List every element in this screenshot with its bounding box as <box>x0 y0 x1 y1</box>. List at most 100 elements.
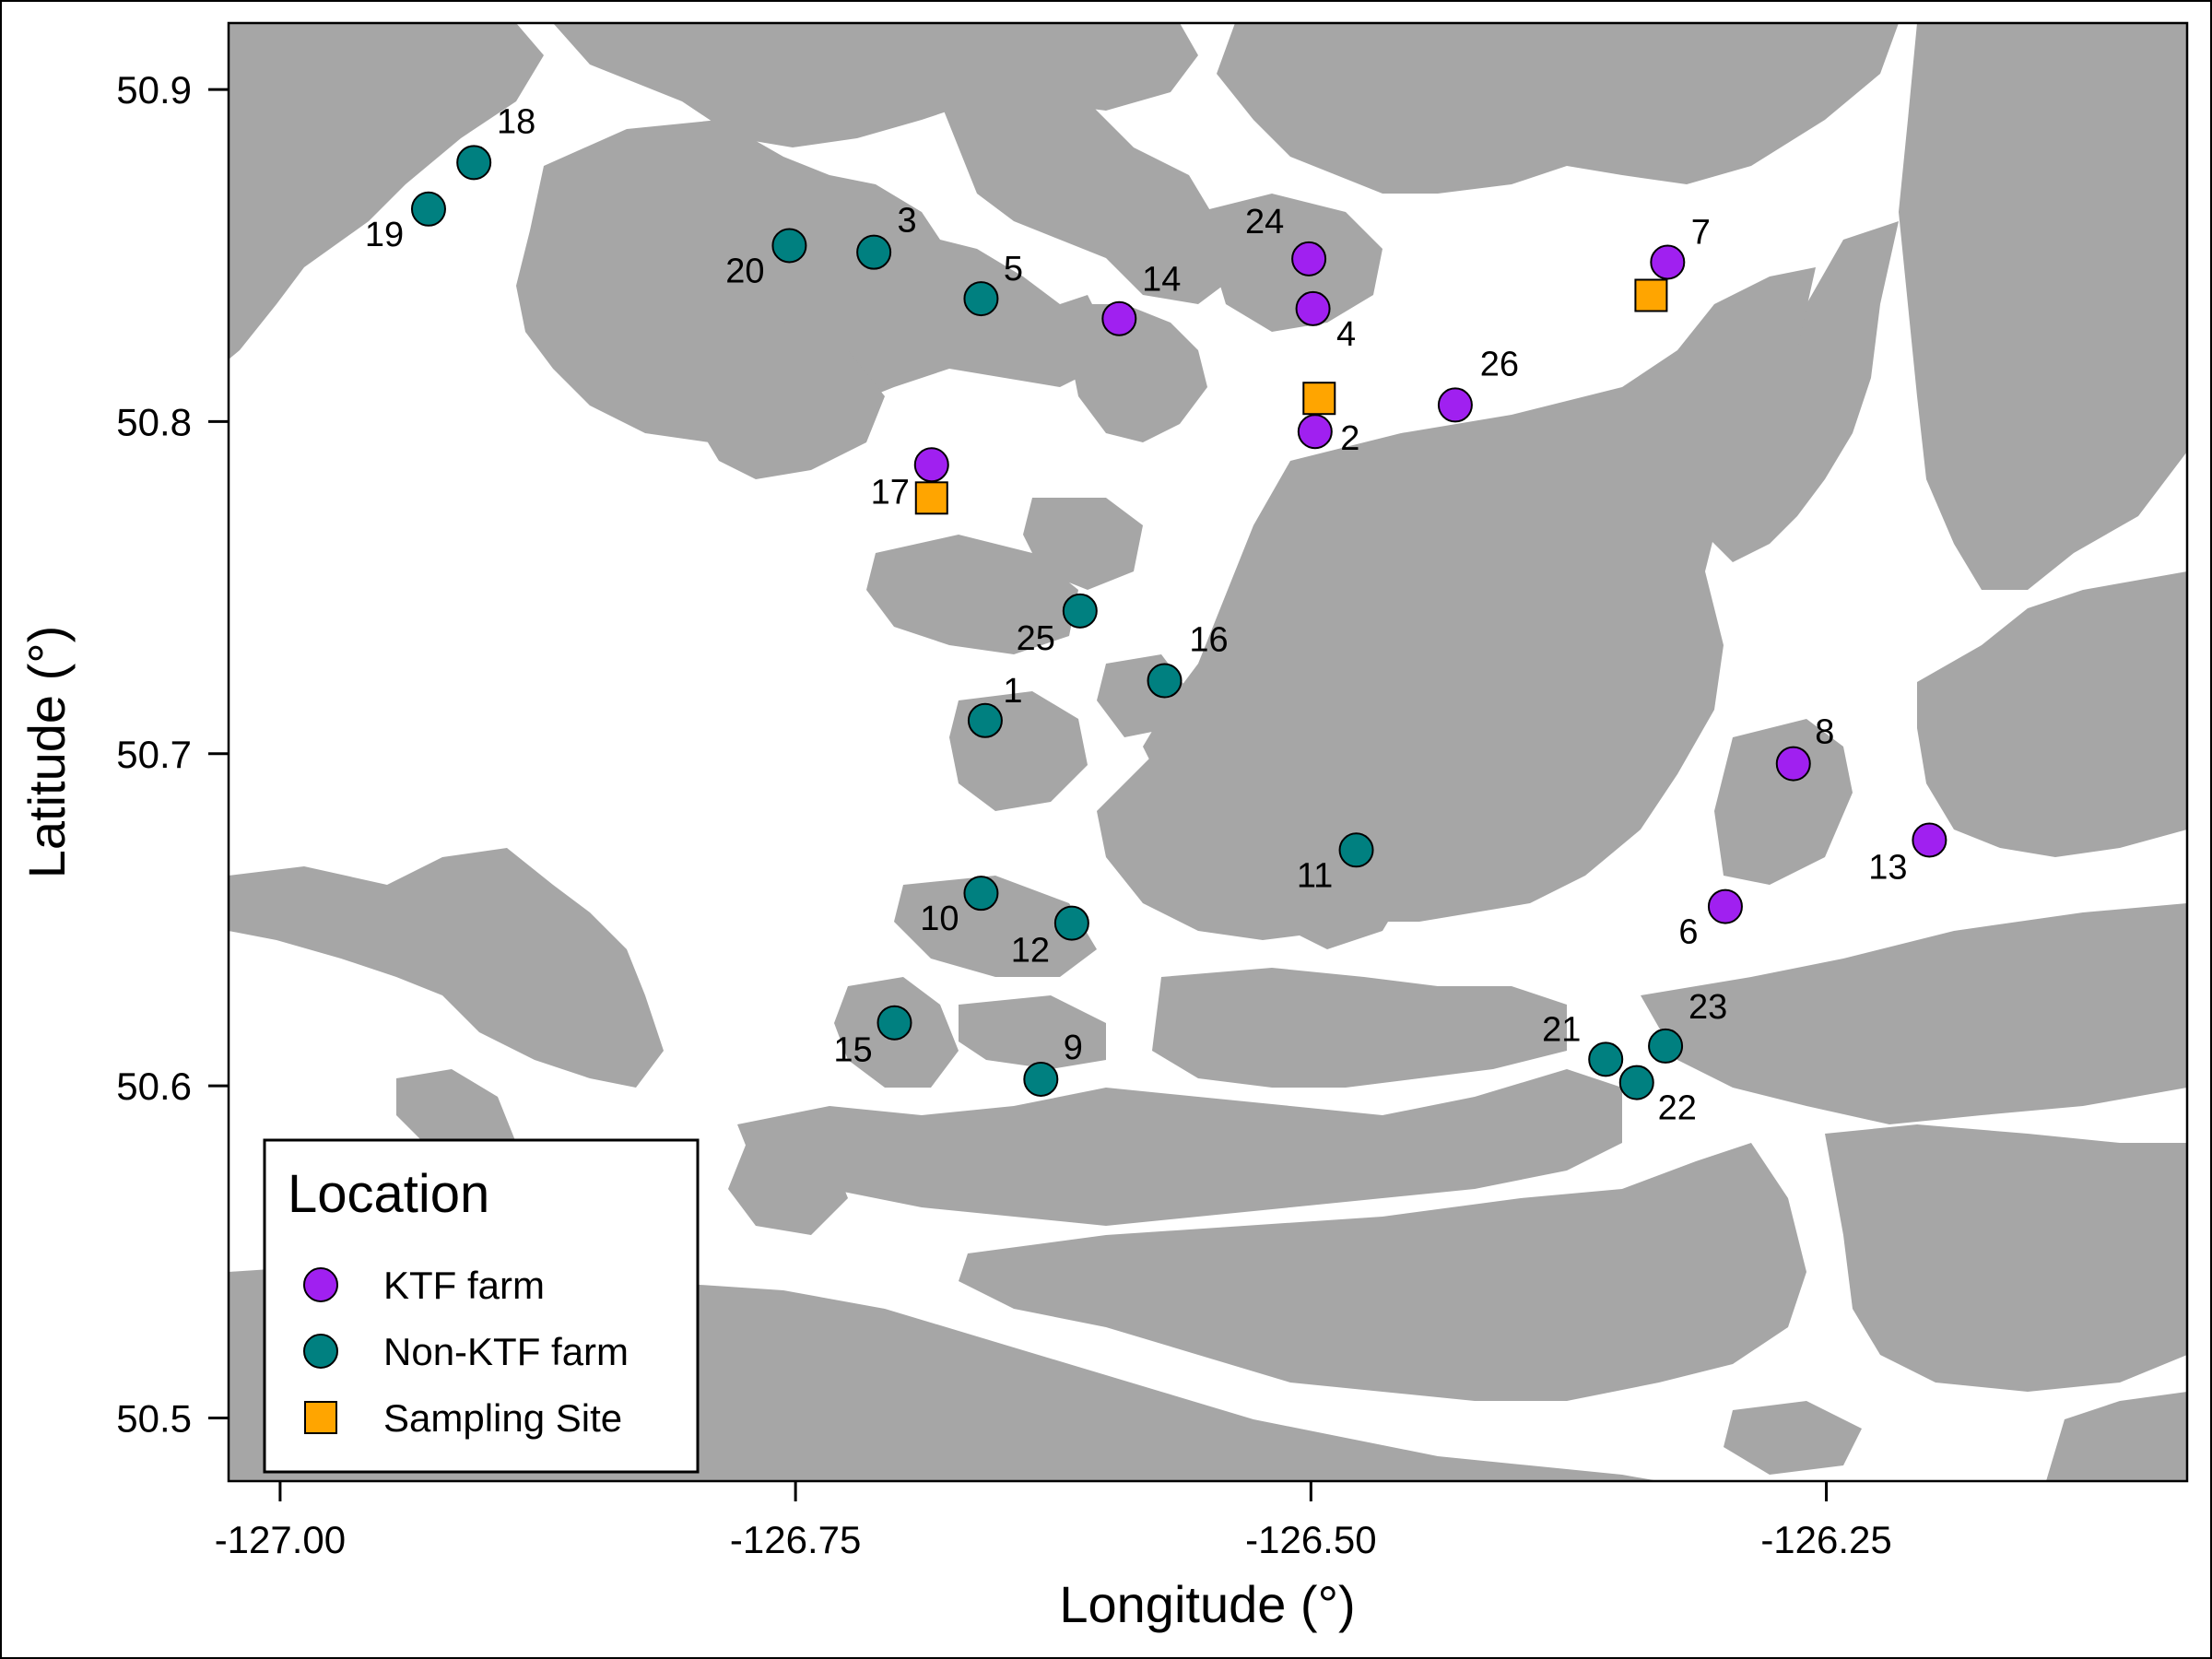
y-axis-title: Latitude (°) <box>18 626 76 879</box>
land-east-mid <box>1714 719 1853 885</box>
land-island-mid-6 <box>1263 811 1410 949</box>
land-west-lower <box>229 848 664 1088</box>
land-south-band-2 <box>959 1143 1806 1401</box>
site-label: 7 <box>1691 213 1711 252</box>
land-island-mid-1 <box>866 535 1078 654</box>
site-labels: 1359101112151618192021222325246781314172… <box>365 102 1908 1127</box>
site-label: 8 <box>1815 713 1834 752</box>
site-label: 14 <box>1142 261 1181 300</box>
site-label: 13 <box>1868 848 1907 887</box>
non-ktf-farm-marker <box>877 1005 912 1041</box>
land-island-mid-5 <box>894 876 1097 977</box>
y-tick-label: 50.8 <box>116 400 192 443</box>
sampling-site-marker <box>914 481 948 515</box>
ktf-farm-marker <box>1295 290 1331 326</box>
non-ktf-farm-marker <box>1618 1065 1654 1100</box>
site-label: 24 <box>1245 203 1284 241</box>
legend: Location KTF farm Non-KTF farm Sampling … <box>263 1138 700 1474</box>
site-label: 9 <box>1064 1029 1083 1067</box>
legend-non-ktf-marker <box>303 1334 338 1369</box>
site-label: 4 <box>1336 315 1356 354</box>
land-southeast-2 <box>1825 1124 2187 1392</box>
non-ktf-farm-marker <box>456 145 492 181</box>
site-label: 3 <box>898 202 917 241</box>
land-island-north-4 <box>1060 304 1207 442</box>
x-tick-label: -126.50 <box>1245 1518 1376 1561</box>
land-northwest-coast <box>229 23 544 359</box>
site-label: 18 <box>497 102 535 141</box>
land-north-top-2 <box>1217 23 1899 194</box>
non-ktf-farm-marker <box>1147 663 1182 699</box>
legend-ktf-label: KTF farm <box>383 1264 545 1307</box>
site-label: 1 <box>1003 672 1022 711</box>
site-label: 22 <box>1658 1089 1697 1128</box>
non-ktf-farm-marker <box>1338 832 1374 868</box>
ktf-farm-marker <box>1101 300 1137 336</box>
site-label: 11 <box>1297 856 1333 895</box>
x-tick-label: -127.00 <box>215 1518 346 1561</box>
ktf-farm-marker <box>1707 888 1743 924</box>
land-east-peninsula <box>1705 221 1899 562</box>
site-label: 15 <box>833 1031 872 1070</box>
ktf-farm-marker <box>1775 746 1811 782</box>
legend-sampling-label: Sampling Site <box>383 1396 622 1440</box>
ktf-farm-marker <box>1291 241 1327 276</box>
land-central-mainland <box>1143 267 1816 922</box>
site-label: 10 <box>920 900 959 938</box>
non-ktf-farm-marker <box>963 281 999 317</box>
site-label: 5 <box>1004 250 1023 288</box>
legend-non-ktf-label: Non-KTF farm <box>383 1330 629 1373</box>
non-ktf-farm-marker <box>410 191 446 227</box>
non-ktf-farm-marker <box>771 228 807 264</box>
site-label: 17 <box>871 473 910 512</box>
land-northeast <box>1899 23 2187 590</box>
non-ktf-farm-marker <box>856 234 892 270</box>
ktf-farm-marker <box>1297 414 1333 450</box>
land-north-top <box>553 23 1198 147</box>
site-label: 2 <box>1340 419 1359 458</box>
sampling-site-marker <box>1634 278 1668 312</box>
site-label: 21 <box>1542 1010 1581 1049</box>
sampling-site-marker <box>1302 382 1336 416</box>
site-markers <box>410 145 1947 1100</box>
plot-border <box>227 21 2189 1483</box>
site-label: 19 <box>365 216 404 254</box>
legend-sampling-marker <box>304 1401 337 1434</box>
x-tick-label: -126.75 <box>730 1518 861 1561</box>
y-axis: 50.5 50.6 50.7 50.8 50.9 <box>116 68 229 1441</box>
land-south-small-2 <box>1724 1401 1862 1475</box>
land-south-east-corner <box>2046 1392 2187 1481</box>
site-label: 26 <box>1480 345 1519 383</box>
ktf-farm-marker <box>1912 822 1947 858</box>
landmass-layer <box>229 23 2187 1481</box>
land-south-island-3 <box>1152 968 1567 1088</box>
land-south-band-1 <box>737 1069 1622 1226</box>
land-island-north-3 <box>940 83 1235 304</box>
non-ktf-farm-marker <box>1053 905 1089 941</box>
x-axis: -127.00 -126.75 -126.50 -126.25 <box>215 1481 1892 1561</box>
land-island-north-2 <box>691 323 885 479</box>
ktf-farm-marker <box>913 447 949 483</box>
ktf-farm-marker <box>1650 244 1686 280</box>
ktf-farm-marker <box>1437 387 1473 423</box>
site-label: 23 <box>1688 988 1727 1027</box>
site-label: 6 <box>1678 913 1698 952</box>
non-ktf-farm-marker <box>1062 593 1098 629</box>
site-label: 12 <box>1011 932 1050 971</box>
legend-title: Location <box>288 1164 489 1224</box>
legend-ktf-marker <box>303 1267 338 1302</box>
non-ktf-farm-marker <box>967 702 1003 738</box>
site-label: 20 <box>725 252 764 290</box>
site-label: 16 <box>1189 621 1228 660</box>
land-west-small <box>396 1069 516 1161</box>
land-south-island-2 <box>959 995 1106 1069</box>
non-ktf-farm-marker <box>1648 1028 1684 1064</box>
y-tick-label: 50.6 <box>116 1065 192 1108</box>
land-island-north-1 <box>516 120 1106 442</box>
non-ktf-farm-marker <box>1588 1041 1624 1077</box>
x-tick-label: -126.25 <box>1760 1518 1891 1561</box>
non-ktf-farm-marker <box>1023 1061 1059 1097</box>
site-label: 25 <box>1017 619 1055 658</box>
land-island-north-5 <box>1198 194 1382 332</box>
